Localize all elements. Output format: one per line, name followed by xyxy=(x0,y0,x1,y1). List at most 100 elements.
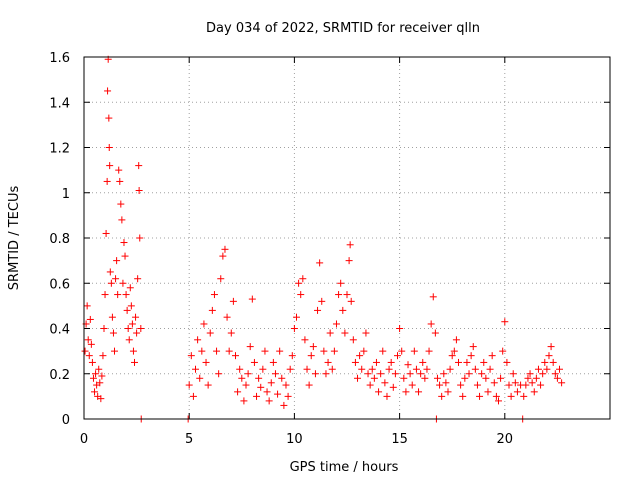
data-point xyxy=(522,381,530,389)
data-point xyxy=(450,347,458,355)
y-tick-label: 0.6 xyxy=(49,277,70,292)
data-point xyxy=(549,358,557,366)
data-point xyxy=(455,358,463,366)
data-point xyxy=(408,381,416,389)
data-point xyxy=(520,392,528,400)
data-point xyxy=(100,325,108,332)
data-point xyxy=(106,162,114,170)
data-point xyxy=(513,388,521,396)
data-point xyxy=(280,401,288,409)
data-point xyxy=(486,365,494,373)
data-point xyxy=(484,388,492,396)
x-axis-ticks: 0 5 10 15 20 xyxy=(80,57,513,447)
data-point xyxy=(303,365,311,373)
data-point xyxy=(421,374,429,382)
data-point xyxy=(297,291,305,299)
data-point xyxy=(417,370,425,378)
data-point xyxy=(330,347,338,355)
data-point xyxy=(473,381,481,389)
data-point xyxy=(265,397,273,405)
data-point xyxy=(442,379,450,387)
data-point xyxy=(248,295,256,303)
data-point xyxy=(318,297,326,305)
x-tick-label: 5 xyxy=(185,432,193,447)
data-point xyxy=(269,358,277,366)
data-point xyxy=(111,347,119,355)
data-point xyxy=(132,313,140,321)
data-point xyxy=(113,257,121,265)
x-tick-label: 0 xyxy=(80,432,88,447)
data-point xyxy=(136,234,144,242)
data-point xyxy=(452,336,460,344)
data-point xyxy=(105,114,113,122)
data-point xyxy=(505,381,513,389)
data-point xyxy=(88,358,96,366)
grid-layer xyxy=(84,57,610,419)
data-point xyxy=(547,343,555,351)
data-point xyxy=(467,352,475,360)
data-points xyxy=(81,55,566,423)
data-point xyxy=(217,275,225,283)
data-point xyxy=(87,340,95,348)
data-point xyxy=(370,374,378,382)
data-point xyxy=(341,329,349,337)
data-point xyxy=(482,374,490,382)
data-point xyxy=(558,379,566,387)
data-point xyxy=(133,329,141,337)
data-point xyxy=(126,284,134,292)
plot-frame xyxy=(83,56,611,420)
data-point xyxy=(440,370,448,378)
data-point xyxy=(551,370,559,378)
data-point xyxy=(309,343,317,351)
data-point xyxy=(476,392,484,400)
data-point xyxy=(316,259,324,267)
data-point xyxy=(81,347,89,355)
data-point xyxy=(253,392,261,400)
data-point xyxy=(276,347,284,355)
data-point xyxy=(102,229,110,237)
data-point xyxy=(246,343,254,351)
data-point xyxy=(494,397,502,405)
data-point xyxy=(221,245,229,253)
data-point xyxy=(101,291,109,299)
data-point xyxy=(356,352,364,360)
data-point xyxy=(274,390,282,398)
data-point xyxy=(381,379,389,387)
data-point xyxy=(210,291,218,299)
data-point xyxy=(463,358,471,366)
data-point xyxy=(349,336,357,344)
data-point xyxy=(204,381,212,389)
data-point xyxy=(196,374,204,382)
data-point xyxy=(379,347,387,355)
data-point xyxy=(125,336,133,344)
data-point xyxy=(293,313,301,321)
data-point xyxy=(123,306,131,314)
data-point xyxy=(448,352,456,360)
data-point xyxy=(469,343,477,351)
data-point xyxy=(208,306,216,314)
data-point xyxy=(295,279,303,287)
data-point xyxy=(526,370,534,378)
x-axis-label: GPS time / hours xyxy=(290,460,399,475)
data-point xyxy=(339,306,347,314)
data-point xyxy=(278,374,286,382)
data-point xyxy=(244,370,252,378)
x-tick-label: 10 xyxy=(286,432,303,447)
data-point xyxy=(83,302,91,310)
data-point xyxy=(391,370,399,378)
data-point xyxy=(185,381,193,389)
data-point xyxy=(507,392,515,400)
data-point xyxy=(431,329,439,337)
data-point xyxy=(400,374,408,382)
data-point xyxy=(229,297,237,305)
y-tick-label: 1 xyxy=(62,187,70,202)
data-point xyxy=(429,293,437,301)
data-point xyxy=(238,374,246,382)
data-point xyxy=(137,325,145,332)
data-point xyxy=(198,347,206,355)
data-point xyxy=(219,252,227,260)
data-point xyxy=(91,388,99,396)
data-point xyxy=(332,320,340,328)
